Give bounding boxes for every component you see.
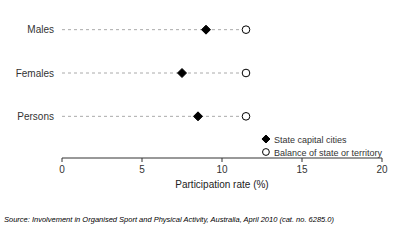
x-tick: [382, 158, 383, 162]
legend-marker: [262, 135, 270, 143]
x-tick-label: 20: [376, 164, 388, 175]
source-note: Source: Involvement in Organised Sport a…: [4, 215, 335, 224]
x-tick-label: 5: [139, 164, 145, 175]
x-tick-label: 0: [59, 164, 65, 175]
x-tick: [62, 158, 63, 162]
dot-marker: [242, 26, 250, 34]
dashed-guide: [62, 116, 246, 117]
legend-marker: [263, 149, 270, 156]
x-tick: [222, 158, 223, 162]
legend-label: Balance of state or territory: [274, 148, 383, 158]
dot-marker: [242, 113, 250, 121]
dashed-guide: [62, 73, 246, 74]
legend-label: State capital cities: [274, 135, 347, 145]
x-tick: [302, 158, 303, 162]
dot-marker: [202, 25, 211, 34]
plot-marks: [62, 25, 250, 121]
dot-marker: [194, 112, 203, 121]
y-tick-label: Persons: [17, 111, 54, 122]
dot-marker: [242, 69, 250, 77]
chart: 0 5 10 15 20 Participation rate (%) Males Femal…: [0, 0, 397, 227]
x-tick-label: 15: [296, 164, 308, 175]
y-tick-label: Males: [27, 24, 54, 35]
y-tick-label: Females: [16, 68, 54, 79]
dashed-guide: [62, 29, 246, 30]
dot-marker: [178, 69, 187, 78]
x-tick: [142, 158, 143, 162]
legend: State capital cities Balance of state or …: [262, 135, 383, 158]
x-axis-label: Participation rate (%): [175, 179, 268, 190]
x-tick-label: 10: [216, 164, 228, 175]
